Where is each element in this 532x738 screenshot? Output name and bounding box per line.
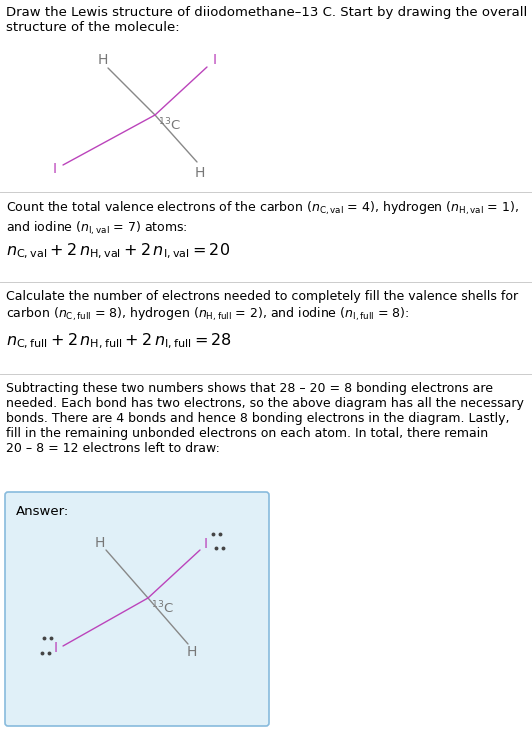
Text: Answer:: Answer: <box>16 505 69 518</box>
Text: H: H <box>95 536 105 550</box>
Text: $^{13}$C: $^{13}$C <box>151 600 174 617</box>
Text: $n_{\mathrm{C,full}} + 2\,n_{\mathrm{H,full}} + 2\,n_{\mathrm{I,full}} = 28$: $n_{\mathrm{C,full}} + 2\,n_{\mathrm{H,f… <box>6 332 232 351</box>
Text: I: I <box>53 162 57 176</box>
Text: H: H <box>187 645 197 659</box>
FancyBboxPatch shape <box>5 492 269 726</box>
Text: H: H <box>195 166 205 180</box>
Text: Count the total valence electrons of the carbon ($n_{\mathrm{C,val}}$ = 4), hydr: Count the total valence electrons of the… <box>6 200 519 237</box>
Text: Calculate the number of electrons needed to completely fill the valence shells f: Calculate the number of electrons needed… <box>6 290 518 323</box>
Text: I: I <box>204 537 208 551</box>
Text: $n_{\mathrm{C,val}} + 2\,n_{\mathrm{H,val}} + 2\,n_{\mathrm{I,val}} = 20$: $n_{\mathrm{C,val}} + 2\,n_{\mathrm{H,va… <box>6 242 230 261</box>
Text: Subtracting these two numbers shows that 28 – 20 = 8 bonding electrons are
neede: Subtracting these two numbers shows that… <box>6 382 524 455</box>
Text: H: H <box>98 53 108 67</box>
Text: Draw the Lewis structure of diiodomethane–13 C. Start by drawing the overall
str: Draw the Lewis structure of diiodomethan… <box>6 6 527 34</box>
Text: I: I <box>213 53 217 67</box>
Text: $^{13}$C: $^{13}$C <box>158 117 181 134</box>
Text: I: I <box>54 641 58 655</box>
